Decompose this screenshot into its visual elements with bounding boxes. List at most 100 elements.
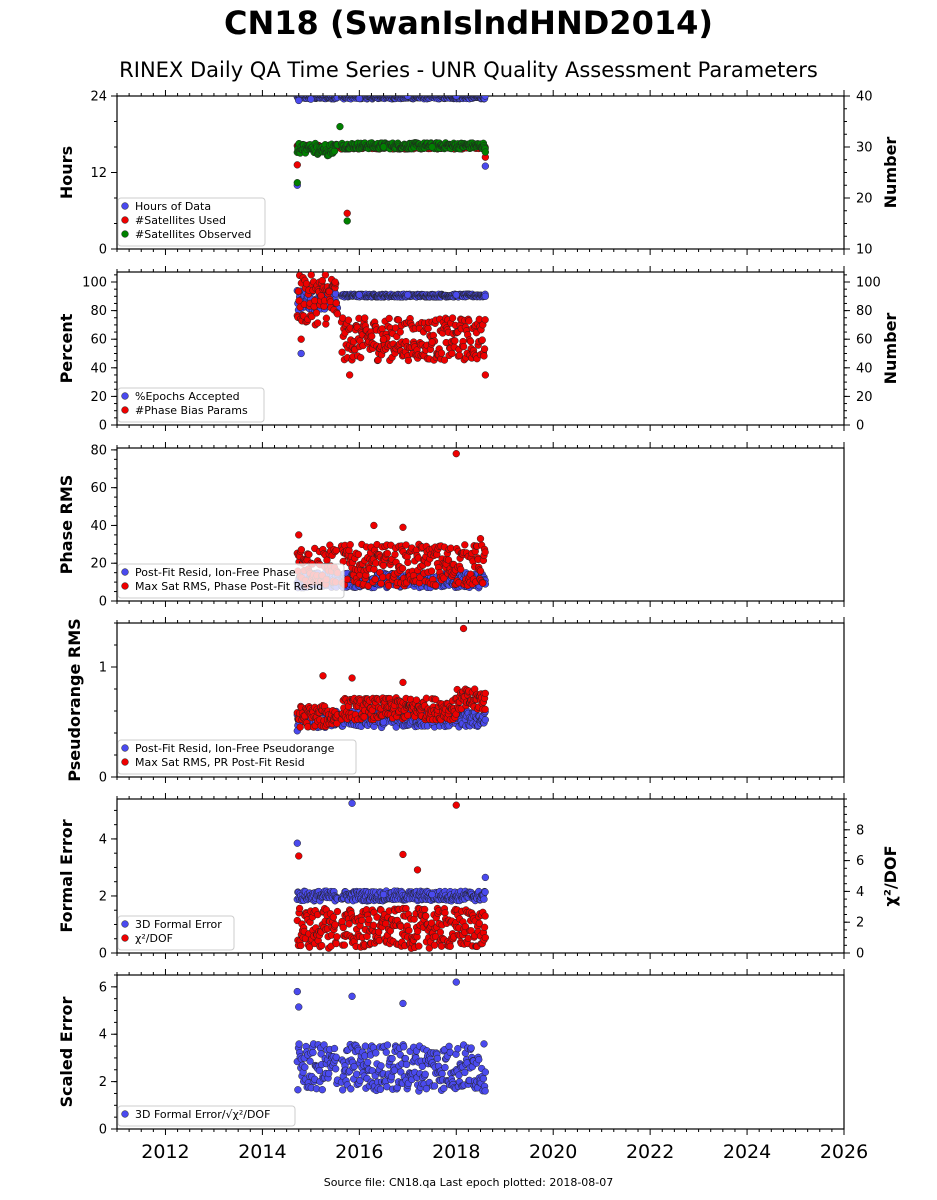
data-point--phase-bias-params [333, 310, 342, 318]
legend: %Epochs Accepted#Phase Bias Params [117, 387, 265, 423]
legend-label: χ²/DOF [135, 932, 173, 945]
panel-2: 0 20 40 60 80 100 0 20 40 60 80 100 Number Percent %Ep… [57, 266, 900, 434]
x-tick-label: 2014 [238, 1141, 286, 1163]
data-point-max-sat-rms-phase-post-fit-resid [379, 561, 388, 570]
data-point-hours-of-data [355, 96, 363, 103]
right-y-axis-label: Number [881, 137, 900, 209]
data-point--dof [369, 921, 378, 929]
data-point--phase-bias-params [357, 353, 365, 362]
data-point-max-sat-rms-phase-post-fit-resid [354, 550, 363, 559]
data-point-max-sat-rms-phase-post-fit-resid [371, 575, 379, 583]
legend-label: Max Sat RMS, Phase Post-Fit Resid [135, 580, 323, 593]
data-points [293, 978, 489, 1095]
y-tick-label: 20 [90, 557, 107, 572]
x-tick-label: 2024 [723, 1141, 771, 1163]
data-point--dof [358, 916, 366, 925]
data-point-max-sat-rms-phase-post-fit-resid [427, 567, 436, 575]
data-points [293, 624, 489, 735]
y-tick-label: 12 [90, 166, 107, 181]
data-point-3d-formal-error-dof [480, 1040, 488, 1048]
data-point-max-sat-rms-phase-post-fit-resid [297, 546, 306, 554]
data-point-3d-formal-error-dof [481, 1087, 489, 1095]
data-point-3d-formal-error-dof [352, 1070, 361, 1078]
data-point-max-sat-rms-phase-post-fit-resid [440, 574, 448, 582]
data-point--dof [295, 852, 303, 860]
x-tick-label: 2018 [432, 1141, 480, 1163]
y-tick-label: 2 [99, 889, 107, 904]
data-point--phase-bias-params [480, 345, 489, 353]
data-point-3d-formal-error-dof [433, 1054, 442, 1063]
right-y-tick-label: 80 [856, 304, 873, 319]
data-point--dof [441, 909, 449, 917]
right-y-tick-label: 0 [856, 947, 864, 962]
y-tick-label: 60 [90, 333, 107, 348]
legend-marker [121, 758, 129, 766]
data-point--dof [295, 904, 304, 913]
data-point-post-fit-resid-ion-free-pseudorange [481, 716, 489, 724]
legend-label: #Satellites Observed [135, 228, 251, 241]
legend-marker [121, 202, 129, 210]
data-point-3d-formal-error-dof [422, 1085, 431, 1093]
data-point-max-sat-rms-pr-post-fit-resid [404, 711, 412, 719]
data-point--dof [436, 928, 445, 936]
data-point--phase-bias-params [466, 337, 475, 346]
data-point--phase-bias-params [312, 309, 321, 317]
data-point--satellites-observed [428, 143, 436, 151]
right-y-tick-label: 8 [856, 823, 864, 838]
data-point--satellites-used [343, 209, 351, 217]
data-point--epochs-accepted [297, 349, 305, 358]
data-point--phase-bias-params [294, 287, 303, 295]
data-point-3d-formal-error-dof [402, 1060, 411, 1069]
data-point--dof [481, 933, 489, 942]
legend-box [117, 197, 266, 247]
y-tick-label: 0 [99, 419, 107, 434]
data-point-3d-formal-error-dof [330, 1044, 339, 1053]
data-point--phase-bias-params [459, 342, 468, 351]
y-tick-label: 80 [90, 304, 107, 319]
data-point--phase-bias-params [428, 338, 436, 346]
data-point--dof [422, 912, 430, 920]
legend-marker [121, 1110, 129, 1118]
right-y-axis-label: χ²/DOF [881, 846, 900, 907]
data-point--dof [345, 920, 353, 928]
data-point-3d-formal-error-dof [421, 1070, 429, 1078]
legend-box [117, 563, 345, 599]
y-tick-label: 0 [99, 1123, 107, 1138]
right-y-tick-label: 40 [856, 90, 873, 105]
data-point--phase-bias-params [361, 314, 369, 322]
legend-marker [121, 568, 129, 576]
data-point-max-sat-rms-phase-post-fit-resid [323, 556, 331, 564]
data-point--satellites-used [293, 161, 301, 169]
data-point--dof [475, 919, 483, 927]
legend-box [117, 739, 357, 775]
data-point-max-sat-rms-phase-post-fit-resid [398, 564, 407, 573]
data-point-max-sat-rms-phase-post-fit-resid [370, 521, 378, 530]
panel-6: 0 2 4 6 Scaled Error 3D Formal Error/√χ²/DOF [57, 969, 845, 1138]
right-y-tick-label: 2 [856, 916, 864, 931]
data-point--phase-bias-params [437, 349, 446, 357]
data-point--phase-bias-params [322, 314, 331, 322]
panel-5: 0 2 4 0 2 4 6 8 χ²/DOF Formal Error 3D Formal Erro… [57, 793, 900, 962]
data-point-3d-formal-error-dof [317, 1050, 325, 1058]
data-point-3d-formal-error-dof [454, 1045, 462, 1053]
data-point-max-sat-rms-pr-post-fit-resid [459, 624, 468, 633]
data-point--satellites-observed [379, 143, 388, 151]
legend-marker [121, 582, 129, 590]
data-point--phase-bias-params [332, 299, 340, 307]
legend: Post-Fit Resid, Ion-Free PseudorangeMax … [117, 739, 357, 775]
legend-marker [121, 934, 129, 942]
data-point-3d-formal-error-dof [294, 1086, 302, 1094]
legend-box [117, 915, 235, 951]
data-point--dof [480, 923, 489, 931]
data-point-3d-formal-error-dof [309, 1048, 317, 1057]
data-point-3d-formal-error-dof [306, 1057, 314, 1065]
data-point-max-sat-rms-phase-post-fit-resid [305, 550, 313, 559]
data-point-3d-formal-error-dof [332, 1053, 340, 1061]
data-point-3d-formal-error [428, 890, 436, 899]
y-axis-label: Scaled Error [57, 997, 76, 1108]
data-point-max-sat-rms-phase-post-fit-resid [461, 541, 469, 549]
data-point--phase-bias-params [481, 316, 489, 324]
data-point-max-sat-rms-phase-post-fit-resid [384, 582, 393, 590]
data-point-3d-formal-error-dof [430, 1082, 439, 1090]
source-footer: Source file: CN18.qa Last epoch plotted:… [323, 1176, 614, 1189]
